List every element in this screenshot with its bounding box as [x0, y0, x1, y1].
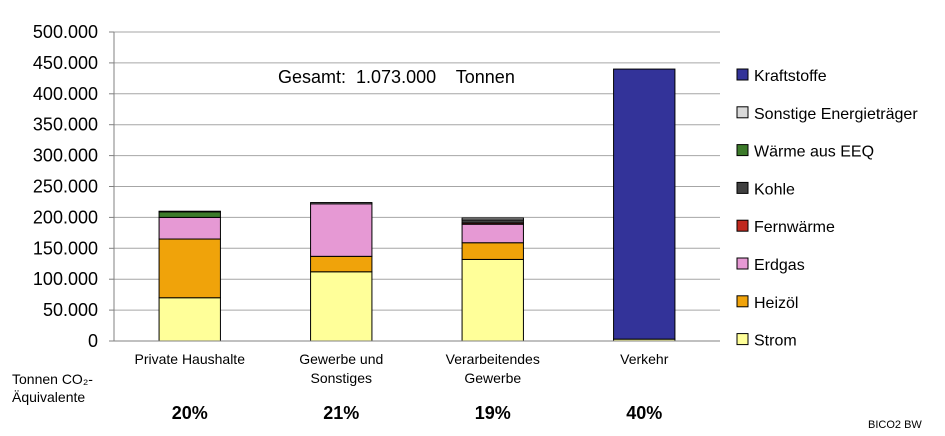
percentage-labels: 20% 21% 19% 40%	[172, 403, 663, 423]
y-tick-label: 450.000	[33, 53, 98, 73]
y-tick-label: 100.000	[33, 269, 98, 289]
y-tick-label: 50.000	[43, 300, 98, 320]
bar-segment	[461, 258, 524, 342]
legend-swatch	[736, 68, 749, 81]
legend-label: Heizöl	[754, 295, 798, 312]
bar-segment	[310, 203, 373, 257]
y-axis-label-line2: Äquivalente	[12, 389, 85, 405]
legend-label: Wärme aus EEQ	[754, 144, 874, 161]
x-category-label: Gewerbe	[464, 370, 521, 386]
x-category-label: Sonstiges	[311, 370, 372, 386]
y-axis-label-line1: Tonnen CO₂-	[12, 371, 93, 387]
legend-label: Fernwärme	[754, 219, 835, 236]
y-tick-label: 250.000	[33, 177, 98, 197]
bar-segment	[158, 238, 221, 299]
share-percentage: 21%	[323, 403, 359, 423]
source-label: BICO2 BW	[868, 419, 922, 431]
bar-segment	[461, 223, 524, 244]
y-axis-tick-labels: 0 50.000 100.000 150.000 200.000 250.000 300.0…	[33, 22, 98, 351]
share-percentage: 40%	[626, 403, 662, 423]
y-tick-label: 200.000	[33, 207, 98, 227]
bar-segment	[461, 242, 524, 260]
y-tick-label: 400.000	[33, 84, 98, 104]
x-category-label: Gewerbe und	[299, 351, 383, 367]
y-tick-label: 500.000	[33, 22, 98, 42]
y-tick-label: 350.000	[33, 115, 98, 135]
x-category-label: Verkehr	[620, 351, 669, 367]
legend-swatch	[736, 106, 749, 119]
bar-segment	[158, 216, 221, 240]
y-tick-label: 300.000	[33, 146, 98, 166]
legend-label: Strom	[754, 333, 797, 350]
legend-label: Kohle	[754, 181, 795, 198]
bar-segment	[158, 297, 221, 342]
x-axis-category-labels: Private Haushalte Gewerbe und Sonstiges Ver…	[134, 351, 668, 386]
legend-label: Erdgas	[754, 257, 805, 274]
legend-swatch	[736, 295, 749, 308]
bar-segment	[158, 210, 221, 213]
axes	[109, 31, 720, 342]
total-annotation: Gesamt: 1.073.000 Tonnen	[278, 67, 515, 87]
bar-segment	[613, 68, 676, 340]
legend-swatch	[736, 257, 749, 270]
legend-swatch	[736, 144, 749, 157]
legend-swatch	[736, 333, 749, 346]
x-category-label: Private Haushalte	[134, 351, 245, 367]
legend-label: Kraftstoffe	[754, 68, 827, 85]
bar-segment	[461, 217, 524, 221]
bar-segment	[158, 211, 221, 218]
y-tick-label: 0	[88, 331, 98, 351]
legend-label: Sonstige Energieträger	[754, 106, 918, 123]
legend: Kraftstoffe Sonstige Energieträger Wärme a…	[736, 68, 918, 350]
bar-segment	[310, 271, 373, 342]
x-category-label: Verarbeitendes	[446, 351, 540, 367]
legend-swatch	[736, 219, 749, 232]
share-percentage: 20%	[172, 403, 208, 423]
bar-segment	[310, 255, 373, 273]
bar-segment	[310, 202, 373, 205]
legend-swatch	[736, 181, 749, 194]
y-tick-label: 150.000	[33, 238, 98, 258]
bars	[158, 68, 676, 342]
share-percentage: 19%	[475, 403, 511, 423]
